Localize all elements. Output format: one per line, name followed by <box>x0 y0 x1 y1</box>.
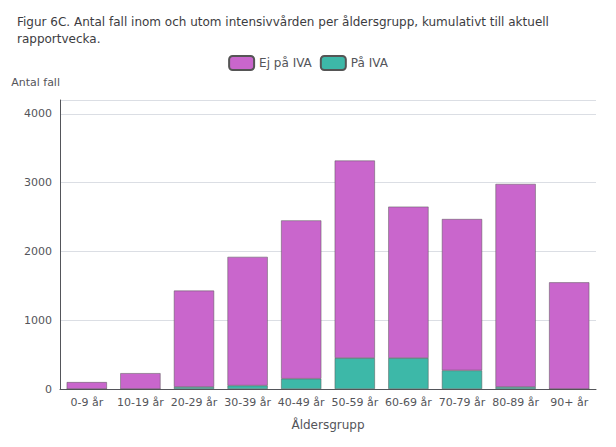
svg-text:Figur 6C. Antal fall inom och: Figur 6C. Antal fall inom och utom inten… <box>17 15 553 29</box>
svg-text:Åldersgrupp: Åldersgrupp <box>291 417 364 432</box>
svg-text:40-49 år: 40-49 år <box>278 396 325 409</box>
svg-text:0-9 år: 0-9 år <box>70 396 103 409</box>
svg-text:1000: 1000 <box>24 314 52 327</box>
svg-text:2000: 2000 <box>24 245 52 258</box>
svg-text:0: 0 <box>45 383 52 396</box>
svg-text:30-39 år: 30-39 år <box>224 396 271 409</box>
svg-text:50-59 år: 50-59 år <box>331 396 378 409</box>
svg-text:3000: 3000 <box>24 176 52 189</box>
svg-text:60-69 år: 60-69 år <box>385 396 432 409</box>
svg-text:Ej på IVA: Ej på IVA <box>259 56 312 70</box>
svg-text:10-19 år: 10-19 år <box>117 396 164 409</box>
svg-text:90+ år: 90+ år <box>550 396 588 409</box>
svg-text:70-79 år: 70-79 år <box>439 396 486 409</box>
svg-text:På IVA: På IVA <box>351 56 389 70</box>
svg-text:20-29 år: 20-29 år <box>171 396 218 409</box>
svg-text:80-89 år: 80-89 år <box>492 396 539 409</box>
svg-text:Antal fall: Antal fall <box>11 76 60 89</box>
svg-text:rapportvecka.: rapportvecka. <box>17 32 101 46</box>
svg-text:4000: 4000 <box>24 107 52 120</box>
